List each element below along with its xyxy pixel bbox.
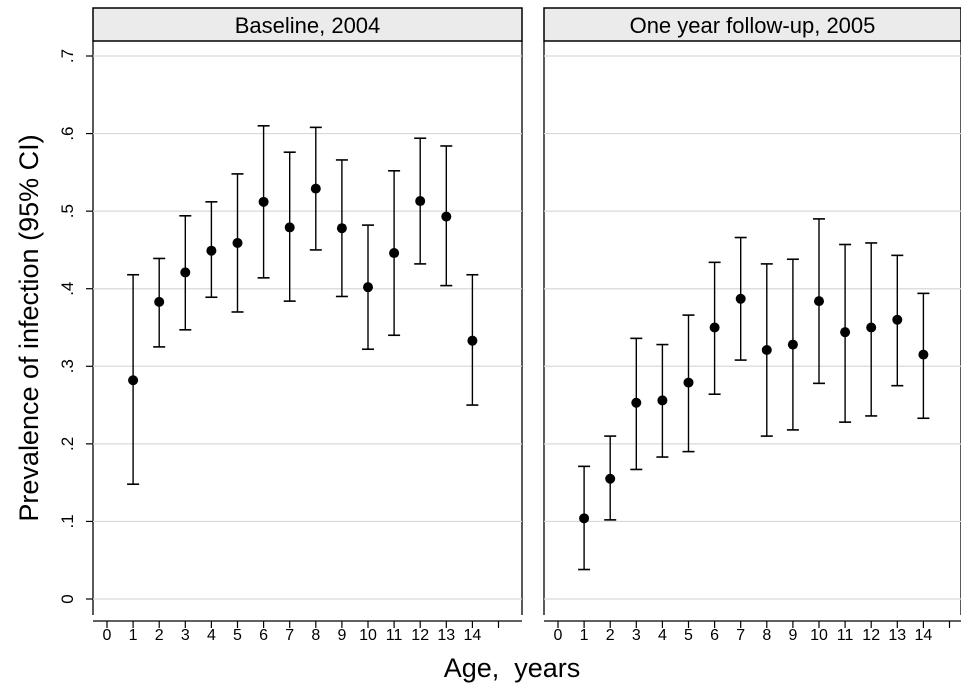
data-point [683,377,694,388]
x-tick-label: 4 [658,627,667,644]
data-point [128,375,139,386]
y-tick-label: .2 [58,437,77,451]
x-tick-label: 12 [411,627,429,644]
x-tick-label: 11 [837,627,854,644]
x-tick-label: 0 [554,627,563,644]
data-point [709,322,720,333]
data-point [787,339,798,350]
data-point [258,196,269,207]
x-tick-label: 9 [337,627,346,644]
x-tick-label: 5 [233,627,242,644]
data-point [761,344,772,355]
data-point [154,296,165,307]
data-point [441,211,452,222]
data-point [735,293,746,304]
data-point [389,248,400,259]
x-tick-label: 13 [437,627,455,644]
data-point [866,322,877,333]
x-tick-label: 14 [464,627,482,644]
x-axis-label: Age, years [444,653,581,683]
x-tick-label: 3 [632,627,641,644]
y-tick-label: .1 [58,514,77,528]
data-point [918,349,929,360]
y-axis-label: Prevalence of infection (95% CI) [14,134,44,521]
x-tick-label: 9 [788,627,797,644]
x-tick-label: 1 [129,627,138,644]
data-point [631,397,642,408]
y-tick-label: 0 [58,594,77,603]
data-point [605,473,616,484]
x-tick-label: 4 [207,627,216,644]
x-tick-label: 11 [386,627,403,644]
data-point [579,513,590,524]
panel-header [543,7,961,42]
y-tick-label: .7 [58,49,77,63]
x-tick-label: 6 [710,627,719,644]
x-tick-label: 13 [888,627,906,644]
data-point [814,296,824,307]
panel-title: One year follow-up, 2005 [630,13,876,38]
y-tick-label: .3 [58,359,77,373]
data-point [206,245,217,256]
x-tick-label: 8 [311,627,320,644]
x-tick-label: 2 [155,627,164,644]
data-point [232,237,243,248]
data-point [363,282,373,293]
y-tick-label: .6 [58,126,77,140]
data-point [657,395,668,406]
x-tick-label: 6 [259,627,268,644]
x-tick-label: 14 [915,627,933,644]
x-tick-label: 0 [103,627,112,644]
panel-title: Baseline, 2004 [235,13,381,38]
data-point [336,223,347,234]
data-point [310,183,321,194]
data-point [284,222,295,233]
data-point [415,196,426,207]
x-tick-label: 7 [285,627,294,644]
data-point [467,335,478,346]
x-tick-label: 10 [359,627,377,644]
x-tick-label: 12 [862,627,880,644]
data-point [180,267,191,278]
x-tick-label: 3 [181,627,190,644]
x-tick-label: 5 [684,627,693,644]
x-tick-label: 1 [580,627,589,644]
y-tick-label: .5 [58,204,77,218]
x-tick-label: 2 [606,627,615,644]
x-tick-label: 7 [736,627,745,644]
x-tick-label: 10 [810,627,828,644]
data-point [892,314,903,325]
data-point [840,327,851,338]
panel-header [92,7,523,42]
x-tick-label: 8 [762,627,771,644]
y-tick-label: .4 [58,282,77,296]
